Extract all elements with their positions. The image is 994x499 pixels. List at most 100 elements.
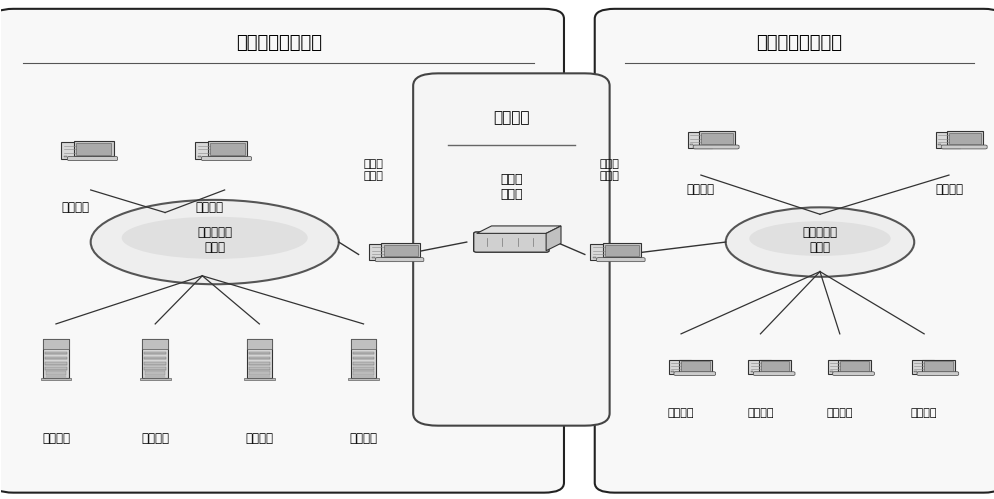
Bar [604, 245, 638, 256]
Bar [140, 378, 170, 380]
Bar [758, 359, 790, 372]
Bar [41, 378, 72, 380]
FancyBboxPatch shape [916, 372, 958, 375]
Text: 外桥网
络终端: 外桥网 络终端 [599, 159, 619, 181]
Bar [946, 131, 982, 145]
Text: 实时控制区
局域网: 实时控制区 局域网 [197, 226, 232, 254]
Bar [829, 371, 832, 372]
Bar [602, 243, 640, 257]
Bar [592, 257, 595, 258]
Bar [248, 362, 269, 365]
Bar [247, 339, 272, 349]
FancyBboxPatch shape [596, 257, 644, 261]
Bar [381, 243, 419, 257]
Bar [701, 133, 733, 144]
Bar [145, 371, 165, 375]
Bar [351, 339, 376, 349]
Text: 管理设备: 管理设备 [910, 408, 936, 418]
Bar [760, 361, 788, 371]
Bar [144, 352, 166, 354]
Bar [45, 352, 67, 354]
Bar [351, 339, 376, 378]
Bar [369, 244, 396, 260]
Bar [747, 360, 770, 374]
FancyBboxPatch shape [201, 157, 251, 161]
Bar [46, 371, 67, 375]
Bar [43, 339, 69, 378]
Bar [195, 142, 222, 159]
Bar [45, 357, 67, 359]
Bar [43, 339, 69, 349]
Bar [668, 360, 691, 374]
Bar [690, 144, 693, 145]
Bar [144, 362, 166, 365]
Bar [353, 367, 374, 370]
Text: 内桥网
络终端: 内桥网 络终端 [363, 159, 383, 181]
Text: 水电站生产管理区: 水电站生产管理区 [755, 33, 841, 51]
Bar [144, 357, 166, 359]
Bar [353, 357, 374, 359]
Text: 监控设备: 监控设备 [42, 432, 70, 445]
Polygon shape [546, 226, 561, 250]
Bar [353, 362, 374, 365]
Bar [911, 360, 933, 374]
Text: 管理设备: 管理设备 [667, 408, 694, 418]
Ellipse shape [748, 221, 890, 256]
Bar [837, 359, 870, 372]
Bar [384, 245, 417, 256]
Bar [247, 339, 272, 378]
Bar [827, 360, 849, 374]
Bar [142, 339, 168, 349]
Bar [248, 357, 269, 359]
Bar [210, 143, 245, 155]
Text: 监控设备: 监控设备 [196, 201, 224, 214]
Bar [589, 244, 616, 260]
Bar [248, 352, 269, 354]
Bar [934, 132, 959, 148]
FancyBboxPatch shape [693, 145, 739, 149]
Bar [923, 361, 952, 371]
Text: 监控设备: 监控设备 [141, 432, 169, 445]
Ellipse shape [100, 248, 328, 262]
Bar [244, 378, 274, 380]
Bar [45, 362, 67, 365]
Bar [948, 133, 980, 144]
Bar [687, 132, 712, 148]
Bar [353, 352, 374, 354]
FancyBboxPatch shape [473, 232, 549, 252]
FancyBboxPatch shape [832, 372, 874, 375]
Bar [681, 361, 710, 371]
Ellipse shape [725, 207, 913, 277]
Bar [348, 378, 379, 380]
Text: 管理设备: 管理设备 [826, 408, 852, 418]
Bar [144, 367, 166, 370]
Text: 监控设备: 监控设备 [349, 432, 377, 445]
Text: 生产管理区
局域网: 生产管理区 局域网 [802, 227, 837, 254]
Bar [372, 257, 375, 258]
Text: 监控设备: 监控设备 [62, 201, 89, 214]
Bar [64, 156, 67, 157]
Bar [749, 371, 752, 372]
Ellipse shape [733, 247, 906, 258]
FancyBboxPatch shape [673, 372, 715, 375]
Bar [921, 359, 954, 372]
Ellipse shape [90, 200, 338, 284]
Bar [839, 361, 868, 371]
FancyBboxPatch shape [68, 157, 117, 161]
Bar [142, 339, 168, 378]
Text: 监控设备: 监控设备 [246, 432, 273, 445]
Text: 管理设备: 管理设备 [934, 184, 962, 197]
Bar [74, 141, 113, 156]
Text: 管理设备: 管理设备 [686, 184, 714, 197]
Bar [679, 359, 712, 372]
Bar [248, 371, 269, 375]
Bar [699, 131, 735, 145]
Text: 安全隔
离装置: 安全隔 离装置 [500, 174, 522, 202]
Polygon shape [476, 226, 561, 234]
FancyBboxPatch shape [594, 9, 994, 493]
Text: 安全隔离: 安全隔离 [493, 110, 529, 126]
Bar [937, 144, 940, 145]
Bar [208, 141, 248, 156]
FancyBboxPatch shape [413, 73, 609, 426]
FancyBboxPatch shape [375, 257, 423, 261]
